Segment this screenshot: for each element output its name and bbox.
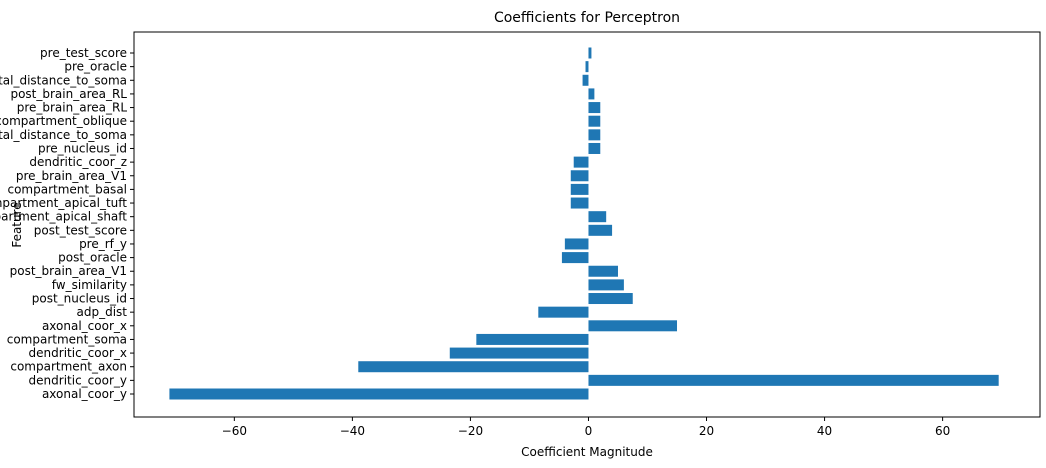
y-tick-label-axonal_coor_x: axonal_coor_x — [42, 319, 127, 333]
bar-dendritic_coor_z — [573, 156, 589, 168]
y-tick-label-pre_brain_area_V1: pre_brain_area_V1 — [16, 169, 127, 183]
bar-pre_brain_area_RL — [588, 102, 601, 114]
bar-axonal_coor_x — [588, 320, 678, 332]
y-tick-label-pre_oracle: pre_oracle — [64, 60, 127, 74]
bar-dendritic_coor_y — [588, 374, 999, 386]
bar-compartment_basal — [570, 183, 589, 195]
bar-compartment_apical_shaft — [588, 211, 607, 223]
y-tick-label-compartment_axon: compartment_axon — [10, 360, 127, 374]
bar-compartment_oblique — [588, 115, 601, 127]
y-tick-label-post_test_score: post_test_score — [34, 223, 127, 237]
chart-title: Coefficients for Perceptron — [494, 10, 680, 26]
bar-pre_rf_y — [564, 238, 589, 250]
y-tick-label-fw_similarity: fw_similarity — [52, 278, 127, 292]
y-tick-label-compartment_basal: compartment_basal — [7, 182, 127, 196]
y-tick-label-axonal_coor_y: axonal_coor_y — [42, 387, 127, 401]
bar-pre_skeletal_distance_to_soma — [588, 129, 601, 141]
y-tick-label-dendritic_coor_y: dendritic_coor_y — [29, 373, 127, 387]
y-tick-label-dendritic_coor_z: dendritic_coor_z — [29, 155, 127, 169]
bar-compartment_soma — [476, 333, 589, 345]
x-tick-label-60: 60 — [935, 424, 950, 438]
bar-post_nucleus_id — [588, 293, 633, 305]
y-ticks-group: pre_test_scorepre_oraclepost_skeletal_di… — [0, 46, 134, 401]
bars-group — [169, 47, 999, 400]
bar-compartment_apical_tuft — [570, 197, 589, 209]
y-tick-label-post_oracle: post_oracle — [58, 251, 127, 265]
bar-pre_oracle — [585, 61, 589, 73]
y-tick-label-compartment_oblique: compartment_oblique — [0, 114, 127, 128]
bar-axonal_coor_y — [169, 388, 589, 400]
y-tick-label-post_brain_area_V1: post_brain_area_V1 — [10, 264, 127, 278]
y-tick-label-pre_rf_y: pre_rf_y — [79, 237, 127, 251]
bar-pre_brain_area_V1 — [570, 170, 589, 182]
y-tick-label-pre_brain_area_RL: pre_brain_area_RL — [17, 101, 128, 115]
bar-dendritic_coor_x — [449, 347, 589, 359]
x-tick-label-40: 40 — [817, 424, 832, 438]
y-tick-label-compartment_soma: compartment_soma — [7, 332, 127, 346]
bar-pre_nucleus_id — [588, 142, 601, 154]
x-tick-label-20: 20 — [699, 424, 714, 438]
y-tick-label-pre_nucleus_id: pre_nucleus_id — [38, 141, 127, 155]
y-tick-label-compartment_apical_tuft: compartment_apical_tuft — [0, 196, 127, 210]
bar-post_oracle — [561, 252, 589, 264]
y-tick-label-adp_dist: adp_dist — [77, 305, 128, 319]
x-tick-label--60: −60 — [222, 424, 247, 438]
y-tick-label-post_brain_area_RL: post_brain_area_RL — [10, 87, 127, 101]
plot-frame — [133, 31, 1041, 418]
x-tick-label--40: −40 — [340, 424, 365, 438]
x-tick-label-0: 0 — [585, 424, 593, 438]
bar-post_test_score — [588, 224, 613, 236]
bar-fw_similarity — [588, 279, 624, 291]
y-tick-label-post_skeletal_distance_to_soma: post_skeletal_distance_to_soma — [0, 73, 127, 87]
bar-pre_test_score — [588, 47, 592, 59]
y-tick-label-compartment_apical_shaft: compartment_apical_shaft — [0, 210, 127, 224]
bar-post_brain_area_V1 — [588, 265, 618, 277]
bar-compartment_axon — [358, 361, 589, 373]
y-tick-label-post_nucleus_id: post_nucleus_id — [32, 292, 127, 306]
x-tick-label--20: −20 — [458, 424, 483, 438]
bar-adp_dist — [538, 306, 589, 318]
y-tick-label-pre_test_score: pre_test_score — [40, 46, 127, 60]
bar-post_skeletal_distance_to_soma — [582, 74, 589, 86]
x-axis-label: Coefficient Magnitude — [521, 445, 653, 459]
x-ticks-group: −60 −40 −20 0 20 40 60 — [222, 417, 950, 438]
y-tick-label-dendritic_coor_x: dendritic_coor_x — [29, 346, 127, 360]
y-tick-label-pre_skeletal_distance_to_soma: pre_skeletal_distance_to_soma — [0, 128, 127, 142]
y-axis-label: Feature — [10, 202, 24, 247]
bar-post_brain_area_RL — [588, 88, 595, 100]
